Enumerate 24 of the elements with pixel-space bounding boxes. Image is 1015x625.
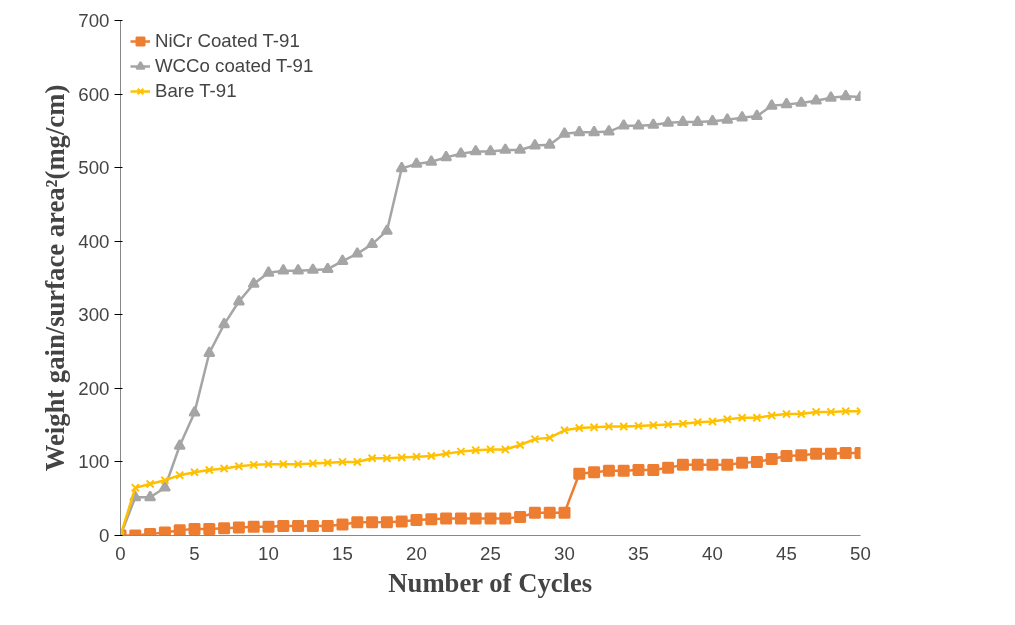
- legend-label: NiCr Coated T-91: [155, 30, 300, 52]
- y-tick-label: 400: [78, 230, 110, 252]
- x-tick-label: 35: [628, 542, 649, 564]
- x-tick-label: 45: [776, 542, 797, 564]
- x-tick-label: 25: [480, 542, 501, 564]
- y-tick-label: 700: [78, 10, 110, 31]
- y-tick-label: 600: [78, 83, 110, 105]
- x-tick-label: 20: [406, 542, 427, 564]
- y-axis-title: Weight gain/surface area²(mg/cm): [40, 84, 71, 472]
- legend-label: WCCo coated T-91: [155, 55, 314, 77]
- y-tick-label: 500: [78, 157, 110, 179]
- legend-label: Bare T-91: [155, 80, 237, 102]
- x-tick-label: 10: [258, 542, 279, 564]
- x-tick-label: 50: [850, 542, 871, 564]
- x-tick-label: 5: [189, 542, 200, 564]
- x-tick-label: 40: [702, 542, 723, 564]
- x-axis-title: Number of Cycles: [388, 567, 593, 598]
- y-tick-label: 300: [78, 304, 110, 326]
- y-tick-label: 0: [99, 525, 110, 546]
- y-tick-label: 200: [78, 377, 110, 399]
- x-tick-label: 15: [332, 542, 353, 564]
- x-tick-label: 0: [115, 542, 126, 564]
- y-tick-label: 100: [78, 451, 110, 473]
- x-tick-label: 30: [554, 542, 575, 564]
